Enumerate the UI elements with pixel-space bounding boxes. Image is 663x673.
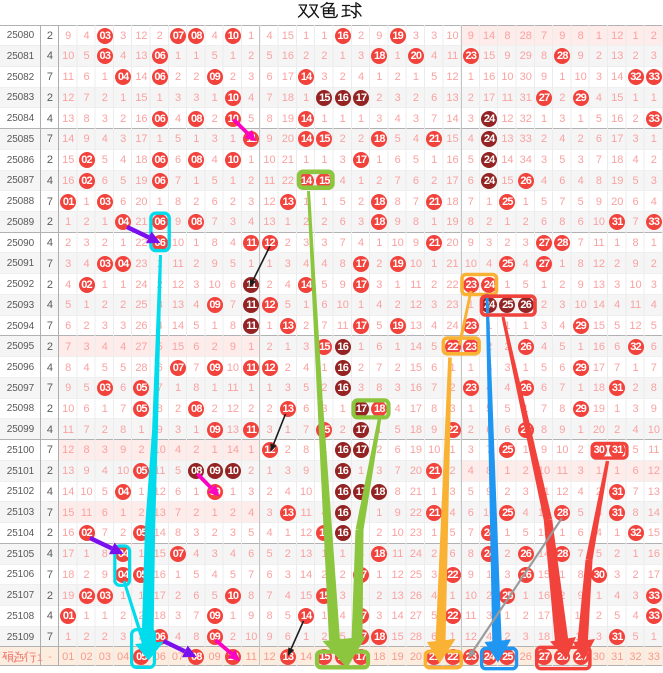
svg-text:1: 1 (37, 652, 43, 664)
